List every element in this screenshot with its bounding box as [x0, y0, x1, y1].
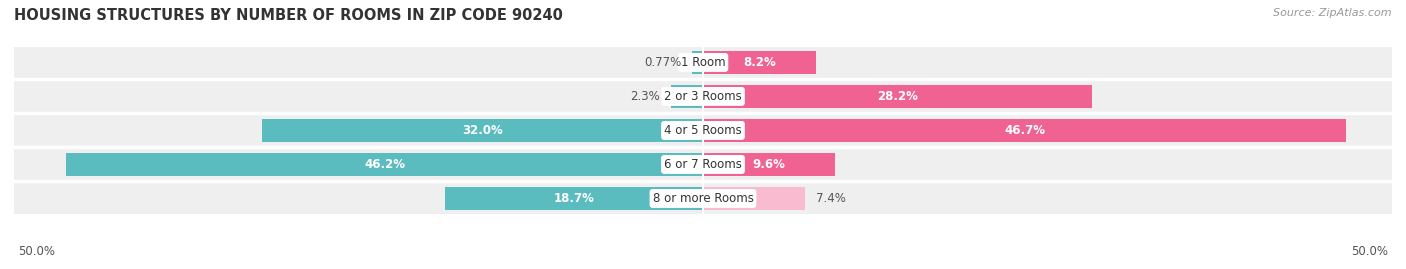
Text: 50.0%: 50.0%: [1351, 245, 1388, 258]
Bar: [703, 153, 835, 176]
Bar: [703, 115, 1392, 146]
Text: 28.2%: 28.2%: [877, 90, 918, 103]
Bar: [703, 84, 1091, 108]
Bar: [14, 81, 703, 112]
Text: 2 or 3 Rooms: 2 or 3 Rooms: [664, 90, 742, 103]
Text: 9.6%: 9.6%: [752, 158, 786, 171]
Bar: [703, 47, 1392, 78]
Text: 2.3%: 2.3%: [630, 90, 661, 103]
Text: 46.7%: 46.7%: [1004, 124, 1045, 137]
Bar: [703, 119, 1347, 142]
Bar: [14, 115, 703, 146]
Bar: [703, 187, 806, 210]
Text: Source: ZipAtlas.com: Source: ZipAtlas.com: [1274, 8, 1392, 18]
Text: 4 or 5 Rooms: 4 or 5 Rooms: [664, 124, 742, 137]
Text: 1 Room: 1 Room: [681, 56, 725, 69]
Bar: [703, 149, 1392, 180]
Bar: [14, 47, 703, 78]
Text: 7.4%: 7.4%: [815, 192, 846, 205]
Bar: [14, 183, 703, 214]
Text: 32.0%: 32.0%: [463, 124, 503, 137]
Bar: [703, 183, 1392, 214]
Bar: [262, 119, 703, 142]
Bar: [446, 187, 703, 210]
Text: HOUSING STRUCTURES BY NUMBER OF ROOMS IN ZIP CODE 90240: HOUSING STRUCTURES BY NUMBER OF ROOMS IN…: [14, 8, 562, 23]
Text: 46.2%: 46.2%: [364, 158, 405, 171]
Bar: [66, 153, 703, 176]
Bar: [703, 51, 815, 74]
Text: 6 or 7 Rooms: 6 or 7 Rooms: [664, 158, 742, 171]
Text: 8 or more Rooms: 8 or more Rooms: [652, 192, 754, 205]
Bar: [14, 149, 703, 180]
Bar: [671, 84, 703, 108]
Bar: [692, 51, 703, 74]
Text: 0.77%: 0.77%: [644, 56, 682, 69]
Text: 18.7%: 18.7%: [554, 192, 595, 205]
Text: 50.0%: 50.0%: [18, 245, 55, 258]
Bar: [703, 81, 1392, 112]
Text: 8.2%: 8.2%: [744, 56, 776, 69]
